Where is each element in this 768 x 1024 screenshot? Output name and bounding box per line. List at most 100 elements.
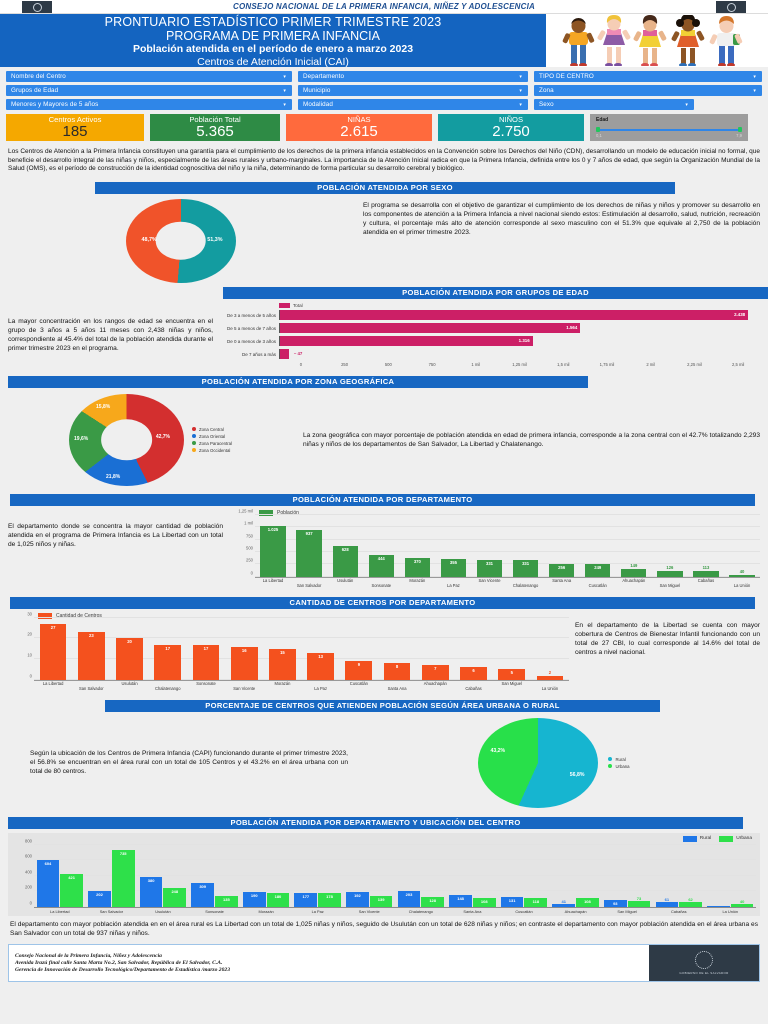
filter-menores-mayores-5-anios[interactable]: Menores y Mayores de 5 años ▾	[6, 99, 292, 110]
chevron-down-icon[interactable]: ▾	[283, 74, 286, 80]
edad-bar-category: De 3 a menos de 5 años	[226, 312, 276, 318]
depto-ubicacion-y-tick: 400	[25, 869, 32, 875]
chevron-down-icon[interactable]: ▾	[519, 88, 522, 94]
depto-ubicacion-bar-urbana[interactable]: 118	[524, 897, 548, 907]
footer-line-1: Consejo Nacional de la Primera Infancia,…	[15, 952, 162, 959]
departamento-bar[interactable]: 126	[657, 565, 683, 577]
age-slider-knob-max[interactable]	[738, 127, 742, 132]
depto-ubicacion-gridline	[34, 859, 756, 861]
depto-ubicacion-bar-rural[interactable]: 131	[500, 896, 524, 907]
centros-bar[interactable]: 20	[116, 638, 143, 680]
departamento-bar[interactable]: 249	[585, 564, 611, 577]
departamento-bar[interactable]: 1.025	[260, 525, 286, 577]
depto-ubicacion-bar-urbana[interactable]: 108	[576, 898, 599, 907]
depto-ubicacion-bar-rural[interactable]: 192	[346, 891, 369, 907]
edad-x-tick: 1,25 mil	[512, 361, 527, 367]
centros-bar[interactable]: 2	[536, 670, 564, 680]
zona-label-central: 42,7%	[155, 433, 171, 440]
edad-x-tick: 2 mil	[646, 361, 656, 367]
centros-gridline	[34, 637, 569, 639]
departamento-bar[interactable]: 40	[729, 569, 755, 577]
centros-bar[interactable]: 17	[192, 644, 220, 680]
centros-bar[interactable]: 5	[498, 669, 526, 680]
departamento-bar[interactable]: 444	[368, 554, 394, 577]
departamento-bar[interactable]: 331	[512, 560, 539, 577]
centros-bar[interactable]: 16	[230, 646, 258, 680]
chevron-down-icon[interactable]: ▾	[519, 74, 522, 80]
filter-grupos-de-edad[interactable]: Grupos de Edad ▾	[6, 85, 292, 96]
depto-ubicacion-bar-urbana[interactable]: 735	[111, 849, 135, 907]
chevron-down-icon[interactable]: ▾	[283, 88, 286, 94]
depto-ubicacion-bar-urbana[interactable]: 248	[163, 887, 187, 907]
depto-ubicacion-bar-rural[interactable]	[707, 906, 730, 907]
depto-ubicacion-bar-urbana[interactable]: 73	[627, 896, 651, 907]
centros-bar-column: 2	[531, 670, 569, 680]
centros-bar[interactable]: 15	[269, 648, 296, 680]
depto-ubicacion-bar-rural[interactable]: 61	[655, 897, 679, 907]
filter-modalidad[interactable]: Modalidad ▾	[298, 99, 528, 110]
depto-ubicacion-bar-rural[interactable]: 380	[139, 877, 163, 907]
depto-ubicacion-bar-urbana[interactable]: 139	[369, 896, 393, 907]
departamento-bar[interactable]: 355	[440, 559, 467, 577]
edad-bar-fill[interactable]: 2.438	[280, 310, 749, 321]
edad-bar-fill[interactable]	[280, 349, 290, 360]
departamento-bar[interactable]: 370	[404, 558, 430, 577]
departamento-bar[interactable]: 256	[549, 564, 575, 577]
filter-zona[interactable]: Zona ▾	[534, 85, 762, 96]
depto-ubicacion-bar-rural[interactable]: 203	[397, 891, 421, 907]
filter-municipio[interactable]: Municipio ▾	[298, 85, 528, 96]
centros-bar[interactable]: 23	[77, 632, 105, 680]
departamento-y-tick: 250	[246, 557, 253, 563]
centros-bar[interactable]: 7	[421, 665, 449, 680]
depto-ubicacion-bar-rural[interactable]: 41	[552, 899, 576, 907]
depto-ubicacion-bar-urbana[interactable]: 180	[266, 892, 290, 907]
departamento-bar[interactable]: 331	[476, 560, 503, 577]
urbana-rural-legend: Rural Urbana	[608, 757, 630, 769]
chevron-down-icon[interactable]: ▾	[283, 102, 286, 108]
depto-ubicacion-bar-rural[interactable]: 202	[88, 891, 111, 907]
depto-ubicacion-bar-urbana[interactable]: 178	[318, 893, 341, 907]
filter-nombre-del-centro[interactable]: Nombre del Centro ▾	[6, 71, 292, 82]
centros-bar[interactable]: 13	[307, 652, 335, 680]
edad-bar-category: De 5 a menos de 7 años	[226, 325, 276, 331]
depto-ubicacion-bar-rural[interactable]: 148	[449, 895, 472, 907]
centros-bar[interactable]: 8	[383, 663, 411, 680]
departamento-bar[interactable]: 628	[332, 545, 358, 577]
departamento-y-tick: 1,25 mil	[238, 508, 253, 514]
age-range-slider[interactable]: Edad 0,1 7,9	[590, 114, 748, 141]
filter-departamento[interactable]: Departamento ▾	[298, 71, 528, 82]
section-banner-depto-ubicacion: POBLACIÓN ATENDIDA POR DEPARTAMENTO Y UB…	[8, 816, 743, 829]
edad-bar-fill[interactable]: 1.564	[280, 323, 581, 334]
departamento-gridline	[255, 526, 760, 528]
filter-sexo[interactable]: Sexo ▾	[534, 99, 694, 110]
age-slider-track[interactable]	[596, 127, 742, 132]
departamento-bar[interactable]: 149	[621, 563, 647, 577]
centros-bar[interactable]: 17	[154, 644, 182, 680]
edad-bar-fill[interactable]: 1.316	[280, 336, 533, 347]
depto-ubicacion-bar-rural[interactable]: 93	[603, 899, 627, 907]
filter-tipo-de-centro[interactable]: TIPO DE CENTRO ▾	[534, 71, 762, 82]
centros-bar[interactable]: 6	[460, 667, 487, 680]
edad-bar-row: De 7 años a más – 47	[221, 349, 760, 360]
departamento-bar[interactable]: 113	[693, 565, 719, 577]
age-slider-knob-min[interactable]	[596, 127, 600, 132]
depto-ubicacion-bar-rural[interactable]: 190	[242, 892, 266, 907]
depto-ubicacion-bar-urbana[interactable]: 62	[679, 897, 702, 907]
centros-bar[interactable]: 9	[345, 661, 373, 680]
depto-ubicacion-bar-rural[interactable]: 604	[36, 859, 60, 907]
centros-bar[interactable]: 27	[39, 623, 67, 680]
depto-ubicacion-bar-urbana[interactable]: 108	[472, 898, 496, 907]
chevron-down-icon[interactable]: ▾	[519, 102, 522, 108]
chevron-down-icon[interactable]: ▾	[685, 102, 688, 108]
centros-gridline	[34, 616, 569, 618]
depto-ubicacion-bar-urbana[interactable]: 135	[215, 896, 238, 907]
depto-ubicacion-bar-urbana[interactable]: 128	[421, 896, 445, 907]
kpi-ninos: NIÑOS 2.750	[438, 114, 584, 141]
chevron-down-icon[interactable]: ▾	[753, 74, 756, 80]
departamento-bar[interactable]: 937	[296, 530, 322, 577]
depto-ubicacion-bar-urbana[interactable]: 421	[60, 874, 83, 907]
depto-ubicacion-bar-rural[interactable]: 309	[191, 882, 215, 907]
chevron-down-icon[interactable]: ▾	[753, 88, 756, 94]
depto-ubicacion-bar-rural[interactable]: 177	[294, 893, 318, 907]
depto-ubicacion-bar-urbana[interactable]: 40	[730, 899, 754, 907]
